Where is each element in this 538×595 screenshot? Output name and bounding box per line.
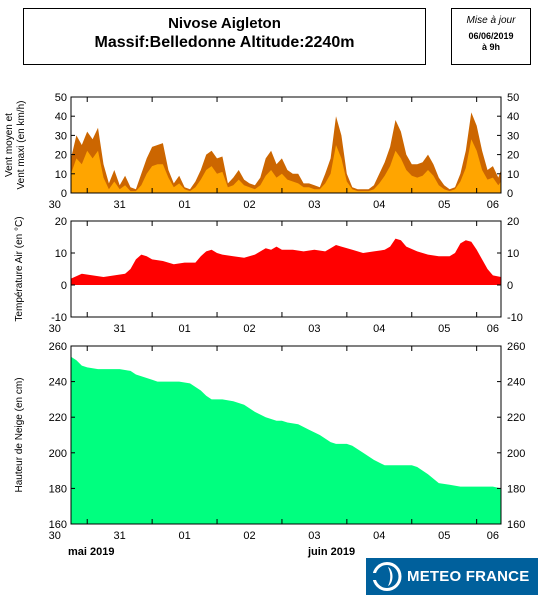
x-tick-label-day: 30 xyxy=(49,199,61,211)
y-tick-label-right: 220 xyxy=(507,412,525,424)
plot-frame xyxy=(70,96,502,194)
x-tick-label-day: 03 xyxy=(308,199,320,211)
y-tick-label-left: 160 xyxy=(49,519,67,531)
x-tick-label-day: 01 xyxy=(178,199,190,211)
title-box: Nivose Aigleton Massif:Belledonne Altitu… xyxy=(23,8,426,65)
x-tick-label-day: 31 xyxy=(114,530,126,542)
update-date: 06/06/2019 xyxy=(468,31,514,41)
x-tick-label-day: 04 xyxy=(373,530,385,542)
x-tick-label-day: 01 xyxy=(178,323,190,335)
y-tick-label-left: 240 xyxy=(49,377,67,389)
y-axis-title: Température Air (en °C) xyxy=(14,216,25,321)
y-tick-label-right: 0 xyxy=(507,280,513,292)
x-tick-label-day: 31 xyxy=(114,199,126,211)
plot-frame xyxy=(70,345,502,525)
y-tick-label-right: 20 xyxy=(507,216,519,228)
series-area-temp-rature-air xyxy=(71,238,501,285)
x-tick-label-day: 02 xyxy=(243,323,255,335)
meteo-france-emblem-icon xyxy=(372,562,402,591)
x-month-label: juin 2019 xyxy=(307,546,355,558)
chart-panel-3: 160 160 180 180 200 200 220 220 240 240 260 260 30 31… xyxy=(14,341,525,542)
y-tick-label-right: 10 xyxy=(507,169,519,181)
y-tick-label-left: 20 xyxy=(55,216,67,228)
update-box: Mise à jour 06/06/2019 à 9h xyxy=(451,8,531,65)
y-tick-label-left: 0 xyxy=(61,188,67,200)
y-tick-label-right: 260 xyxy=(507,341,525,353)
y-tick-label-right: 10 xyxy=(507,248,519,260)
y-tick-label-left: 10 xyxy=(55,248,67,260)
x-tick-label-day: 06 xyxy=(487,199,499,211)
y-tick-label-left: 30 xyxy=(55,130,67,142)
y-tick-label-left: 0 xyxy=(61,280,67,292)
y-axis-title: Hauteur de Neige (en cm) xyxy=(14,377,25,492)
chart-panel-2: -10 -10 0 0 10 10 20 20 30 31 01 02 03 04 05 06 Températ… xyxy=(14,216,523,335)
y-tick-label-right: 20 xyxy=(507,150,519,162)
y-tick-label-right: 40 xyxy=(507,111,519,123)
y-tick-label-right: 180 xyxy=(507,483,525,495)
x-tick-label-day: 05 xyxy=(438,530,450,542)
x-tick-label-day: 03 xyxy=(308,530,320,542)
update-caption: Mise à jour xyxy=(466,15,516,26)
massif-altitude: Massif:Belledonne Altitude:2240m xyxy=(94,34,355,51)
x-tick-label-day: 02 xyxy=(243,199,255,211)
x-tick-label-day: 30 xyxy=(49,530,61,542)
y-tick-label-left: 50 xyxy=(55,92,67,104)
series-area-vent-moyen xyxy=(71,139,501,193)
y-tick-label-left: 260 xyxy=(49,341,67,353)
x-tick-label-day: 01 xyxy=(178,530,190,542)
x-tick-label-day: 02 xyxy=(243,530,255,542)
update-time: à 9h xyxy=(481,42,500,52)
x-tick-label-day: 04 xyxy=(373,323,385,335)
x-tick-label-day: 06 xyxy=(487,530,499,542)
x-tick-label-day: 05 xyxy=(438,199,450,211)
x-tick-label-day: 04 xyxy=(373,199,385,211)
x-tick-label-day: 05 xyxy=(438,323,450,335)
plot-frame xyxy=(70,220,502,318)
meteo-france-logo: METEO FRANCE xyxy=(366,558,538,595)
x-tick-label-day: 30 xyxy=(49,323,61,335)
x-tick-label-day: 03 xyxy=(308,323,320,335)
y-tick-label-left: 10 xyxy=(55,169,67,181)
x-month-label: mai 2019 xyxy=(68,546,114,558)
x-tick-label-day: 06 xyxy=(487,323,499,335)
y-tick-label-left: 200 xyxy=(49,448,67,460)
y-tick-label-right: 0 xyxy=(507,188,513,200)
y-tick-label-right: 50 xyxy=(507,92,519,104)
y-axis-title-line2: Vent maxi (en km/h) xyxy=(16,101,27,190)
y-tick-label-right: 200 xyxy=(507,448,525,460)
station-name: Nivose Aigleton xyxy=(168,15,281,32)
y-tick-label-left: 40 xyxy=(55,111,67,123)
y-tick-label-right: -10 xyxy=(507,312,523,324)
x-tick-label-day: 31 xyxy=(114,323,126,335)
y-tick-label-right: 160 xyxy=(507,519,525,531)
series-area-hauteur-de-neige xyxy=(71,356,501,524)
y-tick-label-left: 180 xyxy=(49,483,67,495)
chart-panel-1: 0 0 10 10 20 20 30 30 40 40 50 50 30 31 01 02 03 04 05 06 Ve… xyxy=(4,92,519,211)
y-axis-title-line1: Vent moyen et xyxy=(4,113,15,177)
y-tick-label-right: 30 xyxy=(507,130,519,142)
logo-text: METEO FRANCE xyxy=(407,568,530,585)
y-tick-label-right: 240 xyxy=(507,377,525,389)
y-tick-label-left: 20 xyxy=(55,150,67,162)
y-tick-label-left: -10 xyxy=(51,312,67,324)
y-tick-label-left: 220 xyxy=(49,412,67,424)
